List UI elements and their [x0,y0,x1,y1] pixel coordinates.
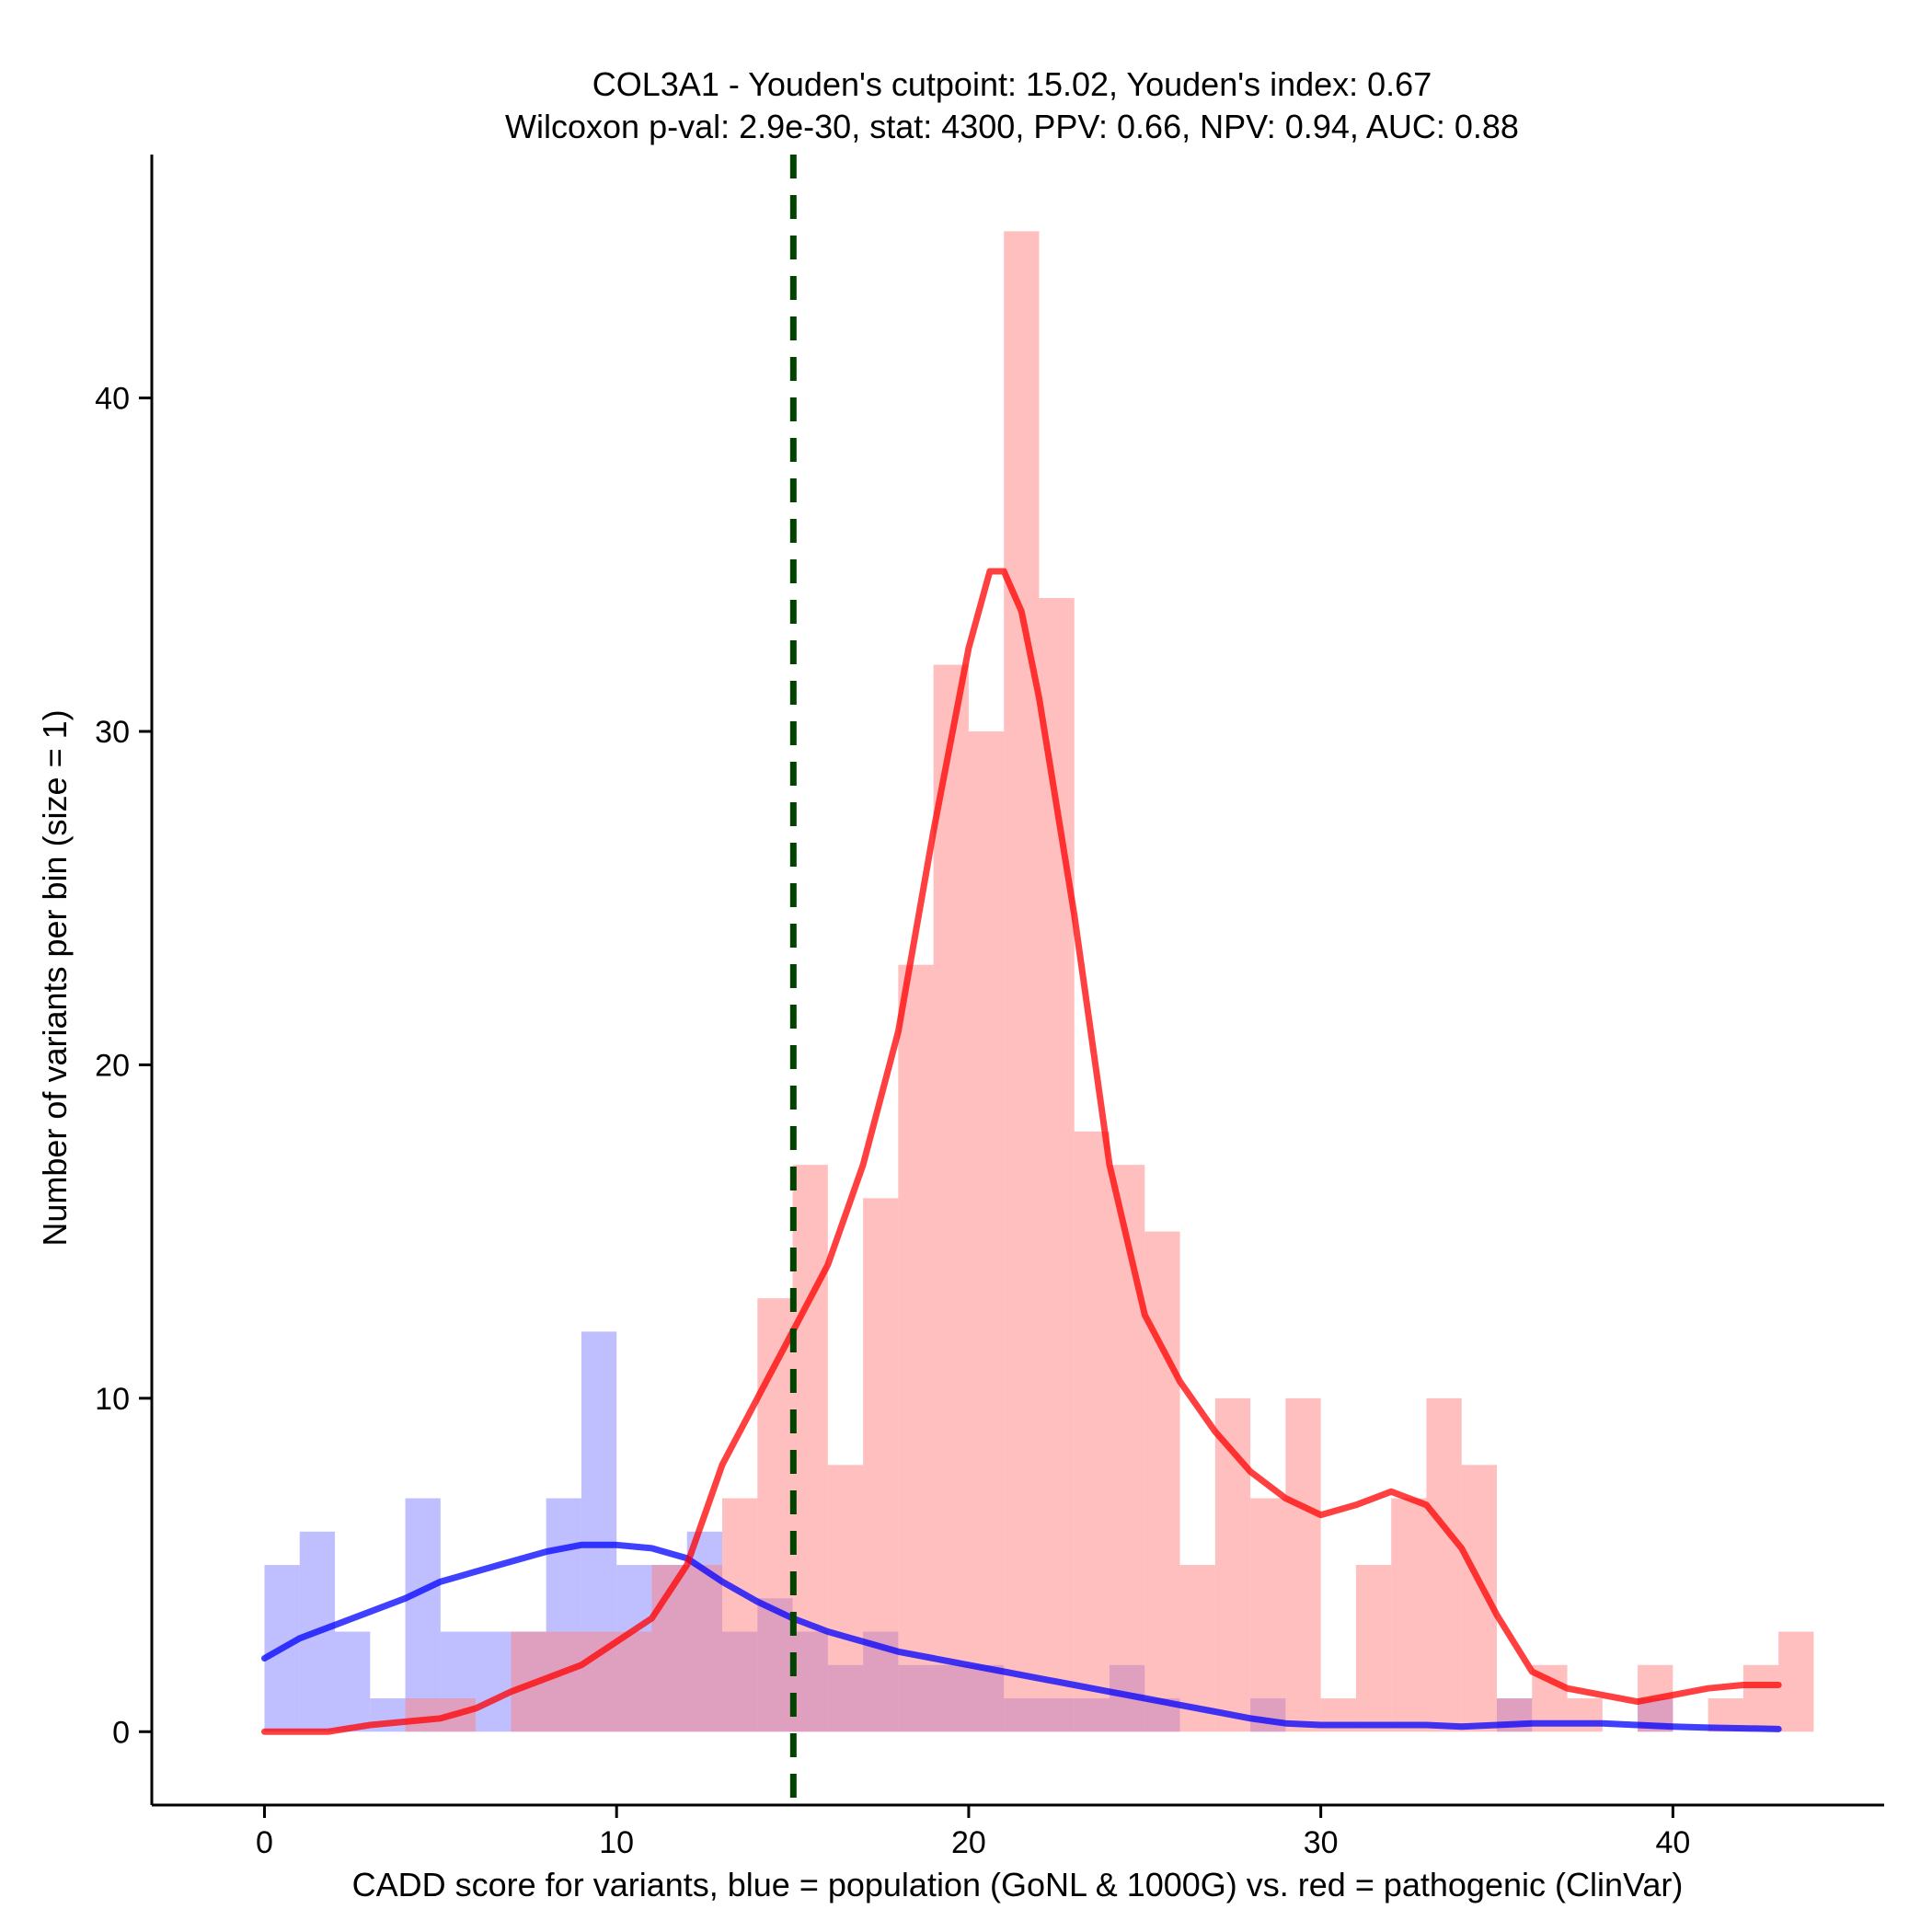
pathogenic-bar [1391,1498,1427,1732]
pathogenic-bar [1039,598,1075,1732]
pathogenic-bar [1074,1131,1110,1732]
x-tick-label: 0 [256,1825,273,1860]
chart-subtitle: Wilcoxon p-val: 2.9e-30, stat: 4300, PPV… [505,108,1519,145]
x-tick-label: 30 [1304,1825,1339,1860]
pathogenic-bar [546,1631,581,1732]
pathogenic-bar [1285,1397,1321,1732]
pathogenic-bar [933,664,969,1732]
x-tick-label: 20 [951,1825,986,1860]
pathogenic-bar [1742,1664,1779,1732]
x-axis-label: CADD score for variants, blue = populati… [352,1866,1684,1903]
y-tick-label: 40 [95,382,130,417]
x-tick-label: 40 [1655,1825,1690,1860]
pathogenic-bar [405,1698,441,1732]
pathogenic-bar [1778,1631,1814,1732]
y-tick-label: 20 [95,1048,130,1083]
density-curves [261,568,1782,1735]
population-bar [405,1498,441,1732]
pathogenic-bar [1567,1698,1603,1732]
pathogenic-bar [968,730,1005,1732]
pathogenic-bar [1426,1397,1462,1732]
population-bar [476,1631,512,1732]
pathogenic-bar [1004,231,1040,1732]
y-tick-label: 10 [95,1382,130,1417]
pathogenic-bar [898,964,934,1732]
pathogenic-bar [686,1565,723,1732]
pathogenic-bar [1250,1498,1286,1732]
pathogenic-bar [827,1465,864,1732]
pathogenic-bar [1110,1165,1145,1732]
pathogenic-bar [792,1165,828,1732]
y-axis-label: Number of variants per bin (size = 1) [36,709,74,1246]
y-tick-label: 0 [112,1715,130,1750]
pathogenic-bar [1355,1565,1392,1732]
population-density-line [261,1541,1782,1732]
pathogenic-bar [1144,1231,1180,1732]
population-bar [335,1631,371,1732]
axis-ticks: 0 10 20 30 40 0 10 20 30 40 [95,382,1690,1860]
axes [150,155,1884,1807]
chart-title: COL3A1 - Youden's cutpoint: 15.02, Youde… [592,65,1432,103]
pathogenic-bar [722,1498,758,1732]
x-tick-label: 10 [599,1825,634,1860]
pathogenic-bar [616,1631,652,1732]
y-tick-label: 30 [95,715,130,750]
pathogenic-density-line [261,568,1782,1735]
